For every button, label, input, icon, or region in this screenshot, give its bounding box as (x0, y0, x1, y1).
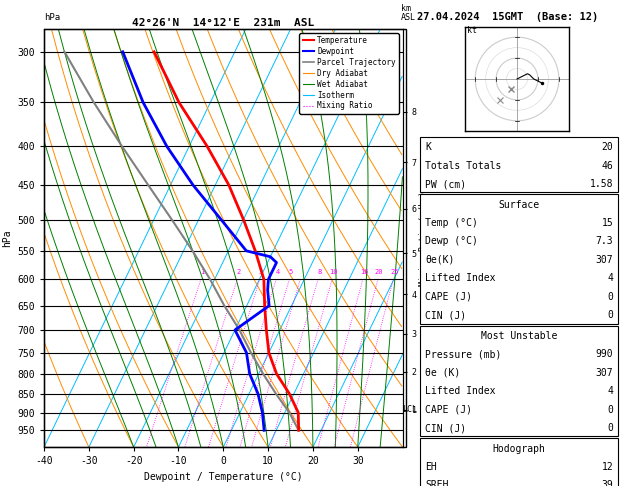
Text: 0: 0 (608, 405, 613, 415)
Text: 25: 25 (390, 269, 399, 275)
Text: 0: 0 (608, 423, 613, 433)
Text: 12: 12 (601, 462, 613, 472)
Text: 1: 1 (200, 269, 204, 275)
Text: Hodograph: Hodograph (493, 444, 546, 453)
Text: θe (K): θe (K) (425, 368, 460, 378)
Text: hPa: hPa (44, 13, 60, 22)
Text: Lifted Index: Lifted Index (425, 274, 496, 283)
Text: PW (cm): PW (cm) (425, 179, 466, 189)
Text: K: K (425, 142, 431, 152)
Text: 7.3: 7.3 (596, 237, 613, 246)
Text: CAPE (J): CAPE (J) (425, 292, 472, 302)
Text: 39: 39 (601, 481, 613, 486)
Text: θe(K): θe(K) (425, 255, 455, 265)
Text: SREH: SREH (425, 481, 448, 486)
Text: Totals Totals: Totals Totals (425, 161, 501, 171)
Title: 42°26'N  14°12'E  231m  ASL: 42°26'N 14°12'E 231m ASL (132, 18, 314, 28)
Text: CAPE (J): CAPE (J) (425, 405, 472, 415)
Text: 8: 8 (317, 269, 321, 275)
Y-axis label: hPa: hPa (2, 229, 12, 247)
Text: Dewp (°C): Dewp (°C) (425, 237, 478, 246)
Text: 20: 20 (601, 142, 613, 152)
Legend: Temperature, Dewpoint, Parcel Trajectory, Dry Adiabat, Wet Adiabat, Isotherm, Mi: Temperature, Dewpoint, Parcel Trajectory… (299, 33, 399, 114)
Text: Most Unstable: Most Unstable (481, 331, 557, 341)
Text: 307: 307 (596, 368, 613, 378)
Text: 4: 4 (276, 269, 280, 275)
Text: kt: kt (467, 26, 477, 35)
Text: 4: 4 (608, 274, 613, 283)
Text: Temp (°C): Temp (°C) (425, 218, 478, 228)
Text: 15: 15 (601, 218, 613, 228)
Text: 990: 990 (596, 349, 613, 359)
Text: CIN (J): CIN (J) (425, 423, 466, 433)
Text: EH: EH (425, 462, 437, 472)
Text: Lifted Index: Lifted Index (425, 386, 496, 396)
Text: 307: 307 (596, 255, 613, 265)
Text: 1.58: 1.58 (590, 179, 613, 189)
Text: 0: 0 (608, 311, 613, 320)
Text: © weatheronline.co.uk: © weatheronline.co.uk (462, 472, 576, 481)
Text: 0: 0 (608, 292, 613, 302)
Text: 3: 3 (259, 269, 263, 275)
Text: 2: 2 (237, 269, 241, 275)
Text: LCL: LCL (403, 405, 418, 414)
Text: km
ASL: km ASL (401, 4, 416, 22)
Text: 10: 10 (329, 269, 338, 275)
Text: CIN (J): CIN (J) (425, 311, 466, 320)
Text: 27.04.2024  15GMT  (Base: 12): 27.04.2024 15GMT (Base: 12) (417, 12, 598, 22)
Y-axis label: Mixing Ratio (g/kg): Mixing Ratio (g/kg) (420, 191, 428, 286)
Text: 20: 20 (375, 269, 383, 275)
Text: 5: 5 (289, 269, 292, 275)
Text: Pressure (mb): Pressure (mb) (425, 349, 501, 359)
Text: Surface: Surface (499, 200, 540, 209)
Text: 4: 4 (608, 386, 613, 396)
Text: 16: 16 (360, 269, 369, 275)
X-axis label: Dewpoint / Temperature (°C): Dewpoint / Temperature (°C) (144, 472, 303, 482)
Text: 46: 46 (601, 161, 613, 171)
